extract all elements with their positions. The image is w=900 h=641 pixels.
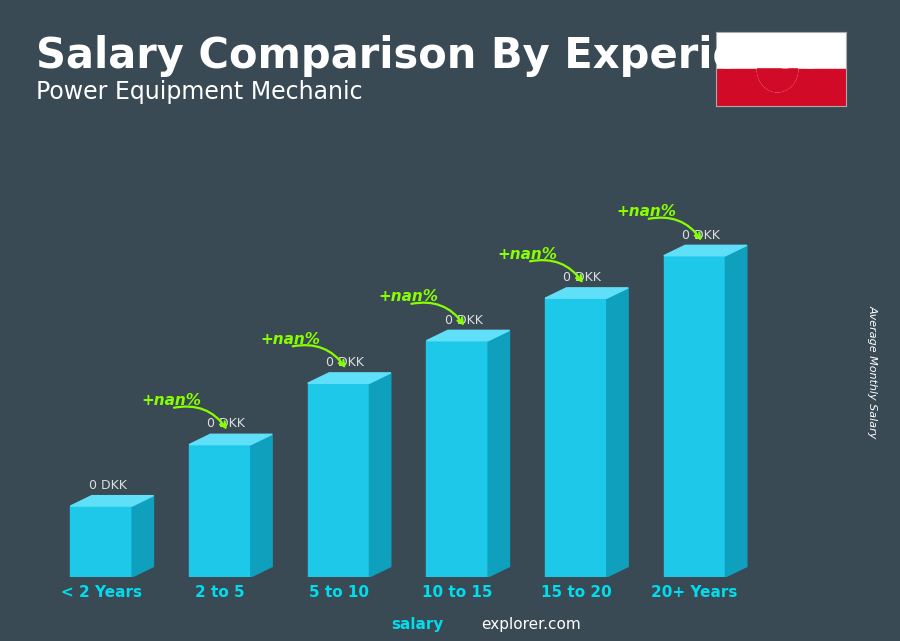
Polygon shape xyxy=(251,434,272,577)
Polygon shape xyxy=(427,330,509,341)
Bar xyxy=(545,298,607,577)
Text: explorer.com: explorer.com xyxy=(482,617,581,633)
Text: +nan%: +nan% xyxy=(616,204,676,219)
Polygon shape xyxy=(757,46,797,92)
Text: Power Equipment Mechanic: Power Equipment Mechanic xyxy=(36,80,363,104)
Text: salary: salary xyxy=(392,617,444,633)
Text: +nan%: +nan% xyxy=(141,394,202,408)
Text: +nan%: +nan% xyxy=(379,289,438,304)
Bar xyxy=(308,383,370,577)
Polygon shape xyxy=(132,495,154,577)
Polygon shape xyxy=(607,288,628,577)
Polygon shape xyxy=(370,373,391,577)
Text: 0 DKK: 0 DKK xyxy=(326,356,364,369)
Polygon shape xyxy=(725,246,747,577)
Polygon shape xyxy=(663,246,747,256)
Text: +nan%: +nan% xyxy=(260,332,320,347)
Bar xyxy=(716,69,846,106)
Text: Salary Comparison By Experience: Salary Comparison By Experience xyxy=(36,35,824,78)
Polygon shape xyxy=(545,288,628,298)
Bar xyxy=(189,445,251,577)
Bar xyxy=(663,256,725,577)
Polygon shape xyxy=(488,330,509,577)
Polygon shape xyxy=(189,434,272,445)
Text: 0 DKK: 0 DKK xyxy=(563,271,601,284)
Bar xyxy=(427,341,488,577)
Bar xyxy=(70,506,132,577)
Text: 0 DKK: 0 DKK xyxy=(89,479,127,492)
Polygon shape xyxy=(757,69,797,92)
Text: 0 DKK: 0 DKK xyxy=(207,417,246,431)
Text: +nan%: +nan% xyxy=(498,247,557,262)
Polygon shape xyxy=(70,495,154,506)
Polygon shape xyxy=(308,373,391,383)
Text: 0 DKK: 0 DKK xyxy=(682,229,720,242)
Text: 0 DKK: 0 DKK xyxy=(445,313,482,326)
Text: Average Monthly Salary: Average Monthly Salary xyxy=(868,305,878,438)
